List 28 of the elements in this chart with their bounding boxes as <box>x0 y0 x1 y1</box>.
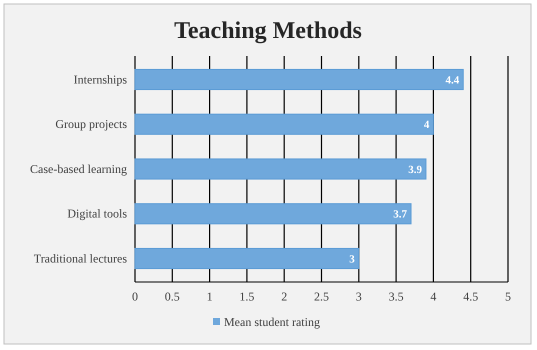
bar <box>134 114 434 135</box>
legend-label: Mean student rating <box>224 315 320 330</box>
x-tick-label: 4.5 <box>463 290 478 304</box>
x-tick-label: 2.5 <box>314 290 329 304</box>
x-tick-label: 2 <box>281 290 288 304</box>
y-tick-label: Internships <box>74 72 128 86</box>
x-tick-label: 1 <box>206 290 213 304</box>
x-tick-label: 1.5 <box>239 290 254 304</box>
data-label: 4 <box>424 119 430 132</box>
data-label: 3.9 <box>408 164 422 176</box>
x-tick-label: 0.5 <box>164 290 180 304</box>
x-tick-label: 4 <box>430 290 436 304</box>
chart-title: Teaching Methods <box>174 18 362 44</box>
bar <box>134 68 464 90</box>
bar <box>134 158 426 180</box>
y-tick-label: Digital tools <box>67 206 128 221</box>
bar <box>134 203 412 224</box>
x-tick-label: 0 <box>132 290 138 304</box>
y-tick-label: Case-based learning <box>30 162 127 176</box>
data-label: 4.4 <box>445 74 460 86</box>
y-tick-label: Group projects <box>55 117 128 132</box>
x-tick-label: 5 <box>505 290 511 304</box>
data-label: 3 <box>349 253 356 266</box>
bar <box>134 248 360 270</box>
x-tick-label: 3 <box>356 290 362 304</box>
y-tick-label: Traditional lectures <box>34 251 128 266</box>
data-label: 3.7 <box>393 208 408 221</box>
x-tick-label: 3.5 <box>388 290 404 304</box>
